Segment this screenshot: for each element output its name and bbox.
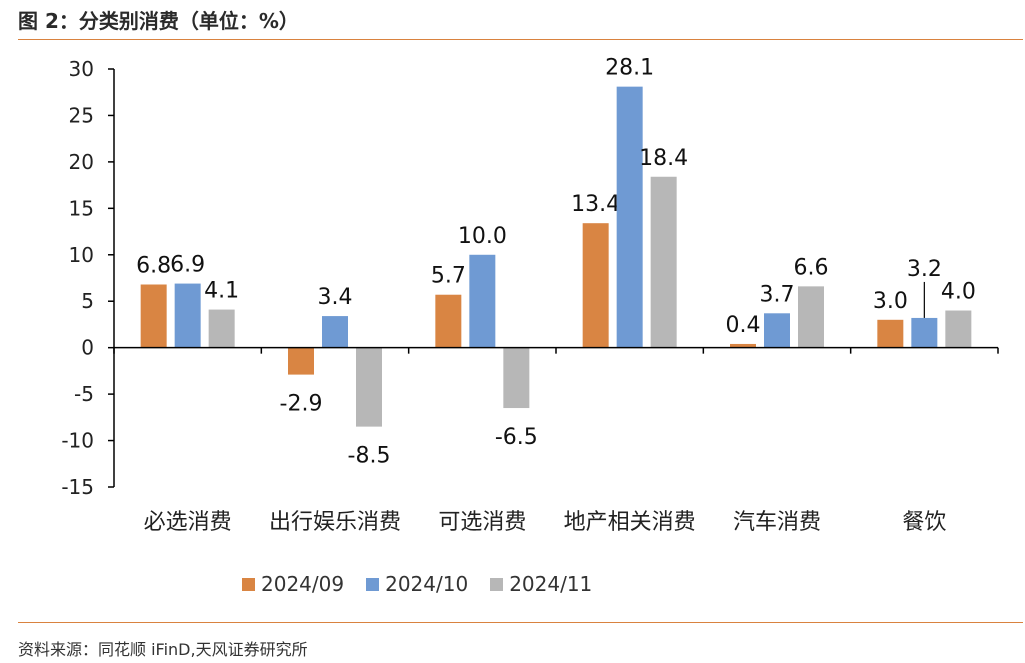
- bar-2024-10-2: [469, 254, 496, 348]
- bar-2024-09-2: [435, 294, 462, 348]
- y-tick-label: 0: [81, 336, 94, 360]
- legend-item-2024-10: 2024/10: [366, 572, 468, 596]
- data-label: 3.7: [760, 282, 795, 307]
- x-category-label: 必选消费: [144, 510, 232, 535]
- bar-2024-11-5: [945, 310, 972, 348]
- y-tick-label: 30: [69, 57, 94, 81]
- data-label: 13.4: [571, 192, 620, 217]
- bar-2024-09-0: [140, 284, 167, 348]
- data-label: 18.4: [639, 146, 688, 171]
- bar-2024-10-3: [616, 86, 643, 348]
- legend-swatch-2024-10: [366, 577, 380, 591]
- bar-2024-10-4: [764, 313, 790, 348]
- bar-chart: -15 -10 -5 0 5 10 15 20 25 30 6.8 6.94.1 -2.9 3.4 -8.5…: [61, 56, 999, 535]
- bar-2024-09-4: [730, 343, 756, 348]
- data-label: 3.4: [318, 285, 353, 310]
- bar-2024-11-1: [356, 347, 382, 427]
- data-label: 4.1: [204, 279, 239, 304]
- x-category-label: 地产相关消费: [564, 510, 696, 535]
- bar-2024-09-1: [288, 347, 314, 375]
- data-label: 6.6: [794, 255, 829, 280]
- y-tick-label: -5: [74, 382, 94, 406]
- x-category-label: 出行娱乐消费: [269, 510, 401, 535]
- bar-2024-11-0: [208, 309, 235, 348]
- y-tick-label: -15: [61, 475, 94, 499]
- data-label: 0.4: [726, 313, 761, 338]
- data-label: 6.9: [170, 253, 205, 278]
- legend-swatch-2024-09: [242, 577, 255, 591]
- bar-2024-09-5: [877, 319, 904, 348]
- legend-label-2024-09: 2024/09: [261, 572, 345, 596]
- bar-2024-11-3: [650, 176, 677, 348]
- legend-label-2024-11: 2024/11: [509, 572, 593, 596]
- legend-item-2024-09: 2024/09: [242, 572, 344, 596]
- data-label: 5.7: [431, 264, 466, 289]
- data-label: -2.9: [280, 392, 323, 417]
- x-category-label: 汽车消费: [733, 510, 821, 535]
- legend-label-2024-10: 2024/10: [385, 572, 469, 596]
- data-label: 3.0: [873, 289, 908, 314]
- bar-2024-10-1: [322, 316, 348, 348]
- y-tick-label: 10: [69, 243, 94, 267]
- data-label: 3.2: [907, 257, 942, 282]
- y-tick-label: -10: [61, 429, 94, 453]
- legend-swatch-2024-11: [490, 577, 504, 591]
- data-label: 4.0: [941, 280, 976, 305]
- bar-2024-11-2: [503, 347, 530, 409]
- source-note: 资料来源：同花顺 iFinD,天风证券研究所: [18, 640, 308, 659]
- data-label: -6.5: [495, 425, 538, 450]
- bar-2024-10-0: [174, 283, 201, 348]
- data-label: 6.8: [136, 254, 171, 279]
- data-label: -8.5: [348, 444, 391, 469]
- y-tick-label: 25: [69, 103, 94, 127]
- data-label: 28.1: [605, 56, 654, 81]
- x-category-label: 可选消费: [438, 510, 526, 535]
- x-category-label: 餐饮: [902, 510, 946, 535]
- y-tick-label: 5: [81, 289, 94, 313]
- legend-item-2024-11: 2024/11: [490, 572, 592, 596]
- chart-title: 图 2：分类别消费（单位：%）: [18, 9, 299, 33]
- data-label: 10.0: [458, 224, 507, 249]
- bar-2024-10-5: [911, 317, 938, 348]
- bar-2024-11-4: [798, 286, 824, 348]
- top-divider: [18, 39, 1023, 40]
- legend: 2024/09 2024/10 2024/11: [242, 572, 592, 596]
- bottom-divider: [18, 622, 1023, 623]
- y-tick-label: 15: [69, 196, 94, 220]
- y-tick-label: 20: [69, 150, 94, 174]
- bar-2024-09-3: [582, 223, 609, 348]
